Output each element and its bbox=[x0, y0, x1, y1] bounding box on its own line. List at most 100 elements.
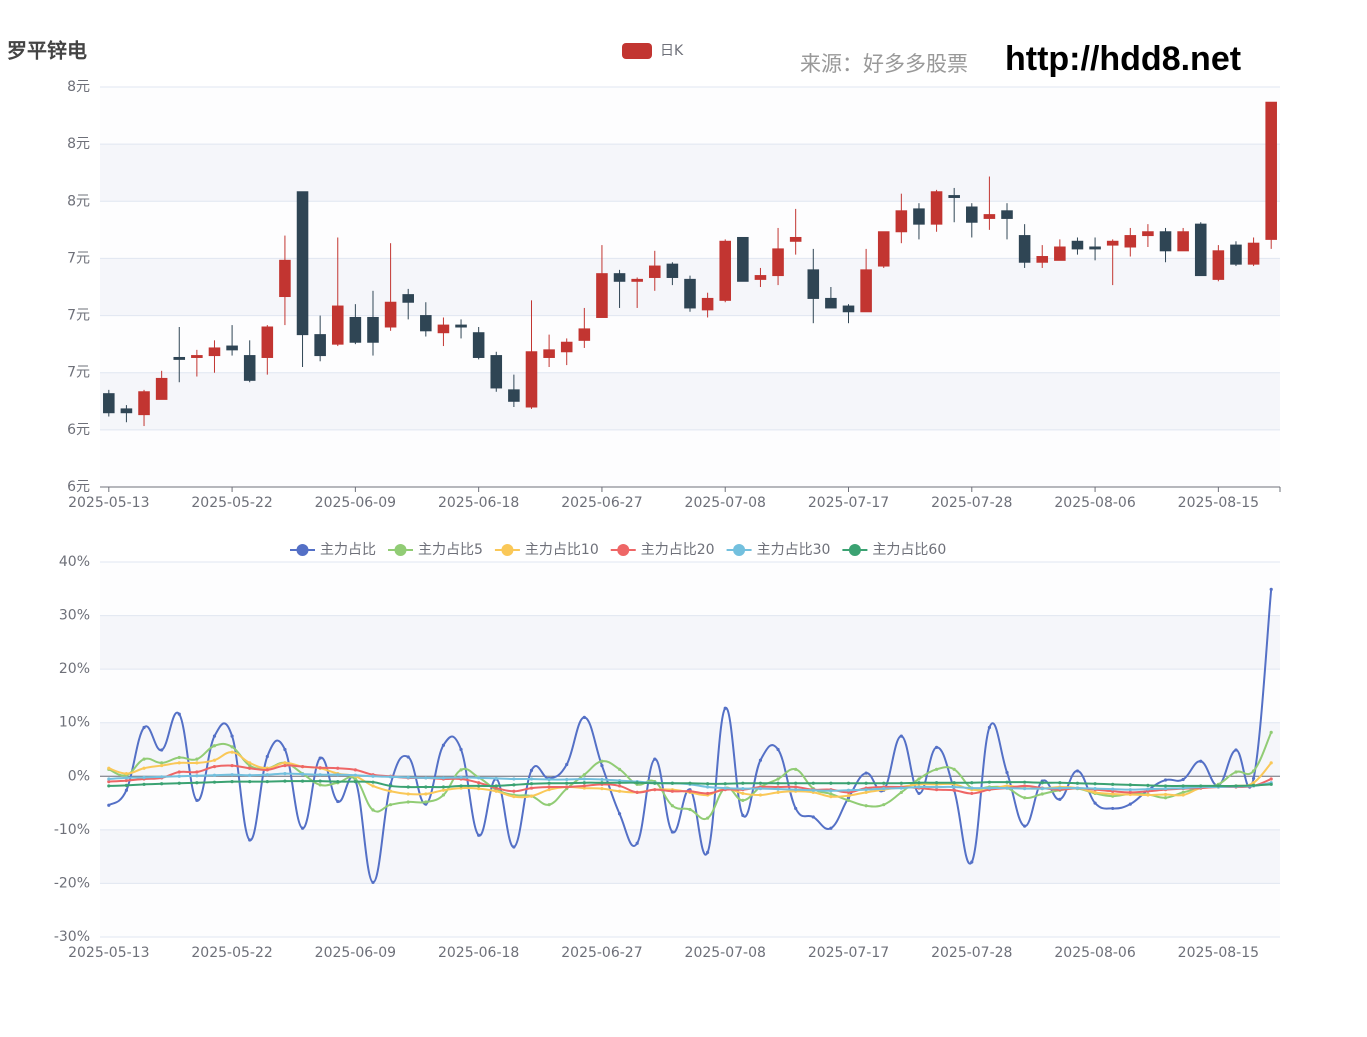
candle-body bbox=[789, 236, 802, 242]
data-point bbox=[741, 798, 745, 802]
candle-body bbox=[631, 278, 643, 282]
data-point bbox=[723, 782, 727, 786]
data-point bbox=[987, 780, 992, 784]
data-point bbox=[1181, 784, 1185, 788]
data-point bbox=[212, 744, 217, 748]
data-point bbox=[212, 780, 217, 784]
data-point bbox=[1023, 787, 1027, 791]
x-tick-label: 2025-07-28 bbox=[931, 945, 1012, 961]
x-tick-label: 2025-05-22 bbox=[191, 945, 272, 961]
data-point bbox=[1234, 770, 1238, 774]
data-point bbox=[670, 789, 674, 793]
candle-body bbox=[578, 328, 591, 341]
candle-body bbox=[173, 356, 186, 360]
data-point bbox=[1128, 790, 1132, 794]
x-tick-label: 2025-06-18 bbox=[438, 495, 519, 511]
split-area bbox=[100, 615, 1280, 670]
candle-body bbox=[1159, 231, 1172, 252]
candle-body bbox=[684, 278, 696, 309]
y-tick-label: 7元 bbox=[67, 308, 90, 324]
data-point bbox=[1111, 806, 1115, 811]
data-point bbox=[776, 790, 780, 794]
data-point bbox=[283, 747, 287, 752]
data-point bbox=[688, 807, 692, 812]
data-point bbox=[494, 784, 498, 788]
data-point bbox=[195, 798, 199, 802]
candle-body bbox=[296, 191, 309, 336]
y-tick-label: -20% bbox=[54, 875, 90, 891]
data-point bbox=[512, 783, 516, 787]
data-point bbox=[582, 784, 586, 788]
data-point bbox=[195, 774, 199, 778]
data-point bbox=[617, 789, 622, 793]
legend-icon-dot bbox=[501, 544, 514, 556]
data-point bbox=[1093, 787, 1097, 791]
data-point bbox=[248, 761, 252, 765]
data-point bbox=[388, 775, 393, 779]
data-point bbox=[794, 806, 798, 811]
data-point bbox=[529, 786, 534, 790]
data-point bbox=[195, 781, 199, 785]
data-point bbox=[477, 776, 481, 780]
data-point bbox=[864, 781, 868, 785]
legend-label: 主力占比60 bbox=[872, 542, 946, 558]
data-point bbox=[1181, 777, 1185, 782]
data-point bbox=[917, 777, 921, 781]
data-point bbox=[1005, 780, 1009, 784]
data-point bbox=[353, 773, 357, 777]
data-point bbox=[758, 793, 763, 797]
data-point bbox=[1181, 790, 1185, 794]
legend-icon-dot bbox=[617, 544, 630, 556]
data-point bbox=[1093, 790, 1097, 794]
split-area bbox=[100, 201, 1280, 259]
data-point bbox=[1093, 801, 1097, 805]
data-point bbox=[565, 781, 569, 785]
candle-body bbox=[1036, 256, 1049, 263]
data-point bbox=[1128, 788, 1132, 792]
data-point bbox=[230, 780, 234, 784]
candle-body bbox=[331, 305, 344, 345]
data-point bbox=[1163, 784, 1168, 788]
data-point bbox=[1040, 792, 1044, 796]
data-point bbox=[371, 774, 375, 778]
data-point bbox=[653, 788, 657, 792]
data-point bbox=[1093, 782, 1097, 786]
split-area bbox=[100, 372, 1280, 430]
candle-body bbox=[1142, 231, 1154, 237]
data-point bbox=[336, 799, 340, 804]
candle-body bbox=[701, 297, 714, 311]
data-point bbox=[459, 768, 463, 772]
data-point bbox=[1058, 781, 1062, 785]
data-point bbox=[864, 790, 868, 794]
data-point bbox=[934, 745, 939, 749]
data-point bbox=[617, 781, 622, 785]
legend-label: 日K bbox=[660, 43, 684, 59]
data-point bbox=[706, 782, 710, 786]
data-point bbox=[195, 757, 199, 761]
x-tick-label: 2025-06-09 bbox=[315, 945, 396, 961]
data-point bbox=[829, 795, 833, 799]
data-point bbox=[776, 781, 780, 785]
data-point bbox=[1163, 778, 1168, 782]
data-point bbox=[670, 830, 674, 834]
data-point bbox=[248, 838, 252, 842]
data-point bbox=[653, 757, 657, 761]
data-point bbox=[952, 767, 956, 771]
candle-body bbox=[737, 236, 749, 282]
candle-body bbox=[895, 210, 908, 233]
data-point bbox=[794, 785, 798, 789]
data-point bbox=[477, 781, 481, 785]
data-point bbox=[459, 747, 463, 752]
data-point bbox=[265, 768, 269, 772]
split-area bbox=[100, 829, 1280, 884]
data-point bbox=[794, 767, 798, 771]
data-point bbox=[547, 803, 551, 807]
candle-body bbox=[1089, 246, 1101, 250]
x-tick-label: 2025-05-13 bbox=[68, 495, 149, 511]
candle-body bbox=[1106, 240, 1119, 246]
legend-label: 主力占比20 bbox=[641, 542, 715, 558]
candle-body bbox=[472, 332, 485, 358]
data-point bbox=[670, 781, 674, 785]
split-area bbox=[100, 429, 1280, 487]
y-tick-label: 40% bbox=[59, 554, 90, 570]
